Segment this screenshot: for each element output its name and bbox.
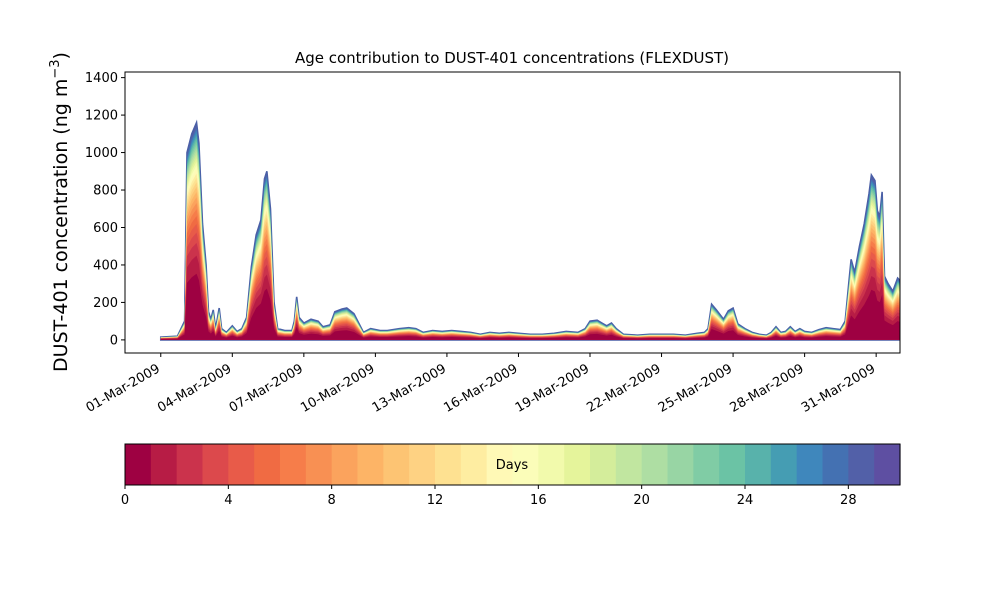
colorbar-tick-label: 0 <box>121 493 129 508</box>
age-layer <box>160 161 900 340</box>
y-tick-label: 400 <box>93 258 118 273</box>
y-tick-label: 800 <box>93 184 118 199</box>
colorbar-tick-label: 4 <box>224 493 232 508</box>
colorbar-cell <box>848 444 875 485</box>
colorbar-tick-label: 12 <box>427 493 444 508</box>
colorbar-cell <box>486 444 514 485</box>
x-tick-label: 19-Mar-2009 <box>513 361 592 415</box>
colorbar-cell <box>667 444 694 485</box>
age-layer <box>160 148 900 340</box>
colorbar-cell <box>254 444 281 485</box>
age-layer <box>160 141 900 340</box>
colorbar-cell <box>409 444 436 485</box>
age-layer <box>160 151 900 340</box>
colorbar-tick-label: 8 <box>328 493 336 508</box>
x-tick-label: 16-Mar-2009 <box>441 361 520 415</box>
colorbar-cell <box>331 444 359 485</box>
colorbar-cell <box>228 444 255 485</box>
colorbar-cell <box>641 444 669 485</box>
x-tick-label: 04-Mar-2009 <box>155 361 234 415</box>
age-layer <box>160 144 900 340</box>
x-tick-label: 07-Mar-2009 <box>227 361 306 415</box>
y-tick-label: 1000 <box>85 146 118 161</box>
x-tick-label: 28-Mar-2009 <box>727 361 806 415</box>
colorbar-cell <box>305 444 333 485</box>
colorbar-cell <box>357 444 384 485</box>
colorbar-cell <box>435 444 462 485</box>
colorbar-cell <box>460 444 488 485</box>
colorbar-cell <box>770 444 798 485</box>
plot-frame <box>124 71 901 354</box>
age-layer <box>160 169 900 340</box>
y-axis: 0 200 400 600 800 1000 1200 1400 <box>85 71 125 348</box>
colorbar-tick-label: 24 <box>737 493 754 508</box>
chart-title: Age contribution to DUST-401 concentrati… <box>295 49 729 67</box>
colorbar-cell <box>512 444 539 485</box>
colorbar-cell <box>125 444 152 485</box>
colorbar-cells <box>125 444 901 485</box>
age-layer <box>160 127 900 340</box>
age-layer <box>160 154 900 340</box>
x-tick-label: 22-Mar-2009 <box>584 361 663 415</box>
colorbar-tick-label: 20 <box>633 493 650 508</box>
x-tick-label: 25-Mar-2009 <box>656 361 735 415</box>
colorbar-label: Days <box>496 458 529 473</box>
colorbar-cell <box>202 444 229 485</box>
colorbar-cell <box>176 444 204 485</box>
plot-area: 0 200 400 600 800 1000 1200 1400 01-Mar-200904-… <box>84 71 901 416</box>
y-tick-label: 600 <box>93 221 118 236</box>
colorbar-cell <box>564 444 591 485</box>
colorbar-cell <box>615 444 643 485</box>
age-layer <box>160 125 900 340</box>
colorbar-tick-label: 16 <box>530 493 547 508</box>
x-tick-label: 10-Mar-2009 <box>298 361 377 415</box>
y-tick-label: 200 <box>93 296 118 311</box>
age-layer <box>160 133 900 340</box>
x-axis: 01-Mar-200904-Mar-200907-Mar-200910-Mar-… <box>84 353 878 416</box>
colorbar-cell <box>693 444 720 485</box>
y-axis-label: DUST-401 concentration (ng m−3) <box>48 52 72 372</box>
age-layer <box>160 130 900 340</box>
colorbar-cell <box>719 444 746 485</box>
colorbar-cell <box>280 444 307 485</box>
age-layer <box>160 138 900 340</box>
colorbar-cell <box>874 444 901 485</box>
colorbar-frame <box>124 443 901 486</box>
age-layer <box>160 158 900 340</box>
y-tick-label: 1400 <box>85 71 118 86</box>
colorbar: Days 0 4 8 12 16 20 24 28 <box>121 443 901 508</box>
x-tick-label: 01-Mar-2009 <box>84 361 163 415</box>
colorbar-cell <box>822 444 849 485</box>
colorbar-cell <box>796 444 824 485</box>
colorbar-cell <box>150 444 178 485</box>
colorbar-ticks: 0 4 8 12 16 20 24 28 <box>121 485 857 508</box>
colorbar-cell <box>745 444 772 485</box>
age-layer <box>160 165 900 340</box>
age-layer <box>159 119 900 341</box>
colorbar-cell <box>538 444 565 485</box>
age-layer <box>160 136 900 340</box>
age-layers <box>159 119 900 341</box>
colorbar-tick-label: 28 <box>840 493 857 508</box>
colorbar-cell <box>590 444 617 485</box>
y-tick-label: 1200 <box>85 109 118 124</box>
x-tick-label: 31-Mar-2009 <box>799 361 878 415</box>
colorbar-cell <box>383 444 410 485</box>
y-tick-label: 0 <box>110 333 118 348</box>
x-tick-label: 13-Mar-2009 <box>370 361 449 415</box>
